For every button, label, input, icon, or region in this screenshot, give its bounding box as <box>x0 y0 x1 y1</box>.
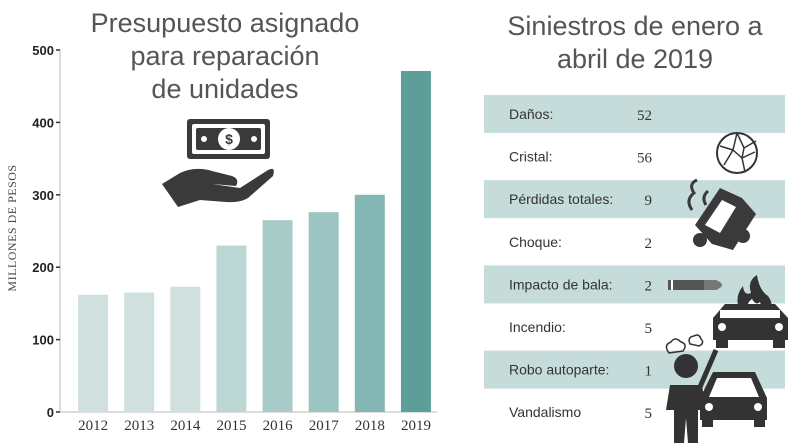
claims-title-line-2: abril de 2019 <box>557 44 713 74</box>
table-row: Incendio: 5 <box>509 319 652 337</box>
budget-title-line-3: de unidades <box>151 74 298 104</box>
row-value: 52 <box>637 108 652 124</box>
x-tick-label: 2013 <box>124 418 154 434</box>
car-icon <box>700 372 767 427</box>
row-label: Cristal: <box>509 149 553 165</box>
budget-chart-title: Presupuesto asignado para reparación de … <box>91 8 360 104</box>
row-label: Vandalismo <box>509 404 581 420</box>
bar-2012 <box>78 294 109 412</box>
y-tick-label: 300 <box>32 188 54 203</box>
y-axis-label: MILLONES DE PESOS <box>5 164 19 291</box>
row-label: Incendio: <box>509 319 566 335</box>
svg-text:$: $ <box>225 131 233 147</box>
row-value: 5 <box>645 321 653 337</box>
x-tick-label: 2016 <box>263 418 294 434</box>
row-value: 9 <box>645 193 653 209</box>
table-row: Cristal: 56 <box>509 149 653 167</box>
y-tick-label: 0 <box>47 405 54 420</box>
y-tick-label: 400 <box>32 115 54 130</box>
bar-2017 <box>308 212 339 412</box>
table-row: Daños: 52 <box>484 95 785 133</box>
bar-2013 <box>124 292 155 412</box>
table-row: Choque: 2 <box>509 234 652 252</box>
bar-2019 <box>400 70 431 412</box>
burning-car-icon <box>713 275 788 348</box>
bar-2015 <box>216 245 247 412</box>
row-label: Pérdidas totales: <box>509 191 613 207</box>
row-value: 2 <box>645 236 653 252</box>
y-tick-label: 500 <box>32 43 54 58</box>
vandal-person-icon <box>665 334 719 443</box>
table-row: Impacto de bala: 2 <box>484 265 785 304</box>
bar-2016 <box>262 220 293 412</box>
x-tick-label: 2012 <box>78 418 108 434</box>
row-label: Impacto de bala: <box>509 276 613 292</box>
table-row: Vandalismo 5 <box>509 404 652 422</box>
bar-2018 <box>354 194 385 412</box>
y-tick-label: 200 <box>32 260 54 275</box>
row-value: 1 <box>645 364 653 380</box>
claims-table-title: Siniestros de enero a abril de 2019 <box>507 11 763 74</box>
broken-glass-icon <box>716 132 758 174</box>
budget-title-line-2: para reparación <box>130 41 319 71</box>
money-hand-icon: $ <box>162 119 274 207</box>
budget-title-line-1: Presupuesto asignado <box>91 8 360 38</box>
wrecked-car-icon <box>687 178 756 250</box>
row-value: 2 <box>645 278 653 294</box>
row-value: 5 <box>645 406 653 422</box>
y-tick-label: 100 <box>32 333 54 348</box>
bar-series <box>78 70 431 412</box>
row-value: 56 <box>637 151 653 167</box>
row-background <box>484 265 785 304</box>
x-tick-label: 2018 <box>355 418 385 434</box>
bar-2014 <box>170 286 201 412</box>
bullet-icon <box>668 280 722 290</box>
y-axis: 0 100 200 300 400 500 <box>32 43 437 420</box>
x-tick-label: 2017 <box>309 418 340 434</box>
x-tick-label: 2014 <box>170 418 201 434</box>
row-background <box>484 95 785 133</box>
row-label: Daños: <box>509 106 553 122</box>
x-axis-ticks: 2012 2013 2014 2015 2016 2017 2018 2019 <box>78 418 431 434</box>
claims-title-line-1: Siniestros de enero a <box>507 11 763 41</box>
x-tick-label: 2015 <box>216 418 246 434</box>
x-tick-label: 2019 <box>401 418 431 434</box>
row-label: Robo autoparte: <box>509 362 609 378</box>
row-label: Choque: <box>509 234 562 250</box>
